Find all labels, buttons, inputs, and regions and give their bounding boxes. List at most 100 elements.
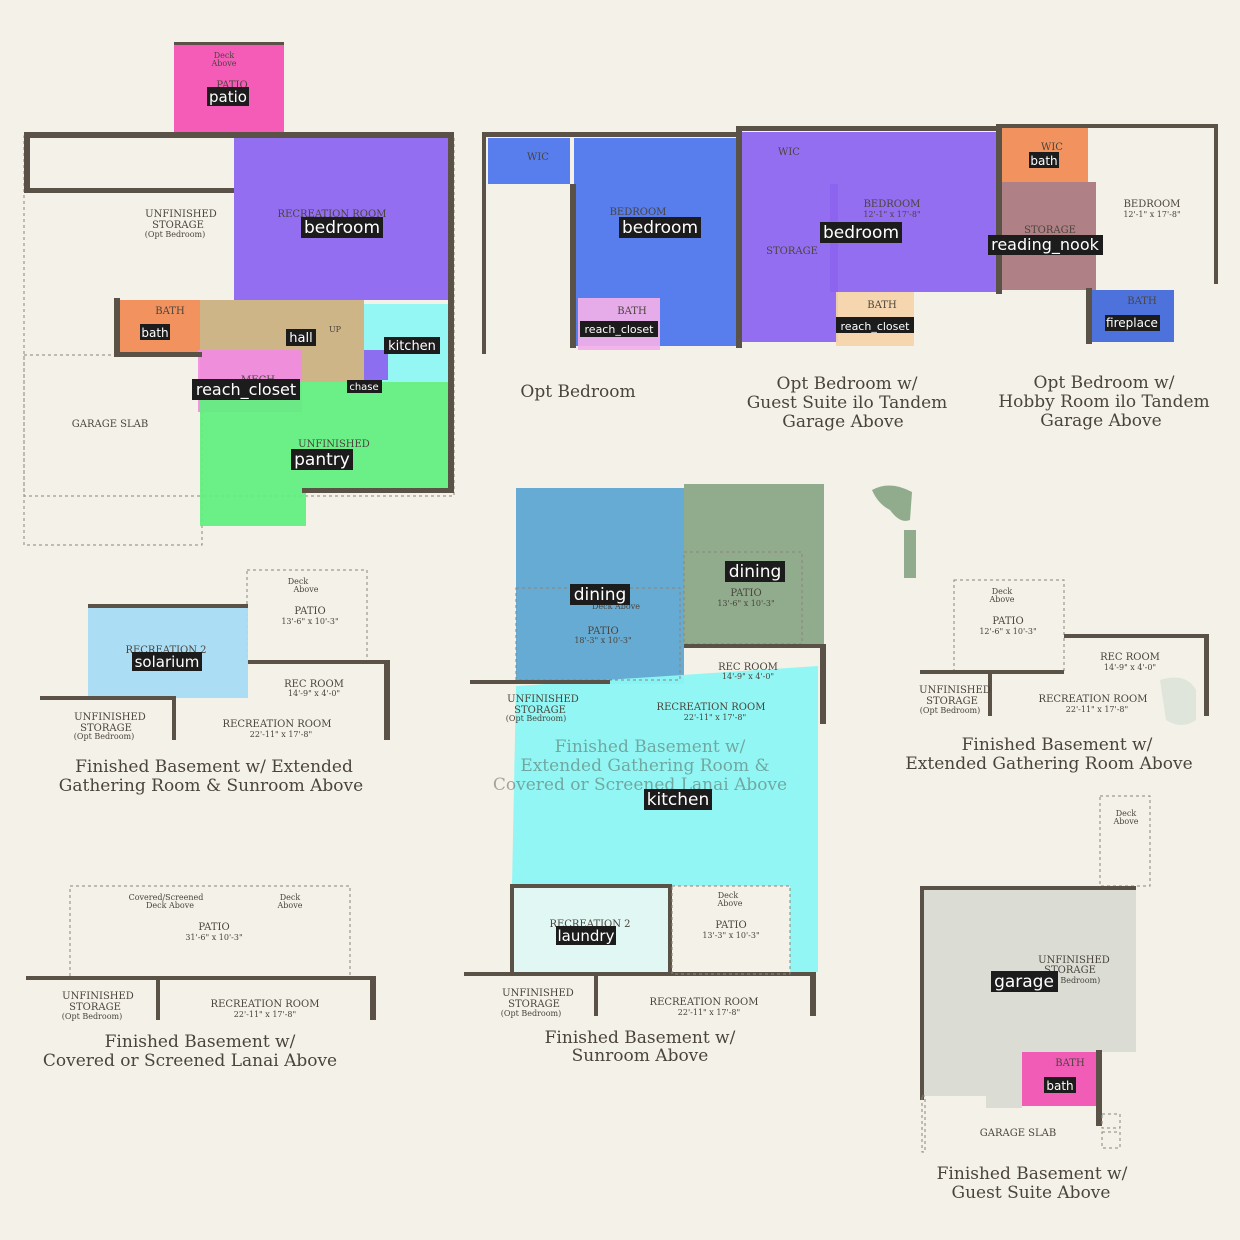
hobby-room-bath-label: BATH [1127,296,1157,307]
svg-text:bath: bath [1030,154,1057,168]
tag-bath: bath [140,324,170,340]
extended-gathering-plan: Deck Above PATIO 12'-6" x 10'-3" REC ROO… [905,579,1209,774]
extended-gathering-fragment [1160,677,1196,725]
unfinished-storage-label-2: STORAGE [152,220,204,231]
covered-lanai-deck-label-2: Above [277,901,303,910]
sunroom-plan: RECREATION 2 Deck Above PATIO 13'-3" x 1… [464,884,816,1066]
guest-suite-storage-room [742,184,838,342]
hobby-room-caption-3: Garage Above [1040,411,1161,431]
extended-sunroom-wall-top [88,604,248,608]
svg-text:reach_closet: reach_closet [196,380,296,400]
main-wall-bath-bottom [114,352,202,357]
extended-gathering-wall-divider [988,670,992,716]
covered-lanai-recreation-room-size: 22'-11" x 17'-8" [234,1010,296,1019]
svg-text:dining: dining [729,562,782,582]
svg-text:bath: bath [141,326,168,340]
unfinished-label: UNFINISHED [298,439,370,450]
hobby-room-wic-label: WIC [1041,142,1063,153]
extended-gathering-caption-1: Finished Basement w/ [962,735,1153,755]
covered-lanai-covered-label-2: Deck Above [146,901,194,910]
extended-sunroom-unfinished-label: UNFINISHED [74,712,146,723]
svg-text:bath: bath [1046,1079,1073,1093]
tag-extended-lanai-kitchen: kitchen [644,789,712,810]
svg-text:garage: garage [994,972,1054,992]
extended-gathering-deck-label-2: Above [989,595,1015,604]
sunroom-patio-outline [671,885,791,975]
guest-suite-basement-storage-label: STORAGE [1044,965,1096,976]
extended-sunroom-opt-bedroom-label: (Opt Bedroom) [74,732,134,741]
sunroom-caption-1: Finished Basement w/ [545,1028,736,1048]
svg-text:laundry: laundry [558,927,615,945]
hobby-room-bedroom-size: 12'-1" x 17'-8" [1123,210,1180,219]
extended-lanai-wall-mid [684,644,824,648]
covered-lanai-opt-bedroom-label: (Opt Bedroom) [62,1012,122,1021]
up-label: UP [329,325,342,334]
tag-guest-suite-reach-closet: reach_closet [836,317,914,333]
deck-above-label-2: Above [211,59,237,68]
opt-bedroom-caption: Opt Bedroom [520,382,635,402]
main-plan: Deck Above PATIO UNFINISHED STORAGE (Opt… [23,42,455,546]
guest-suite-bath-label: BATH [867,300,897,311]
tag-pantry: pantry [291,449,353,470]
extended-sunroom-wall-right [384,660,390,740]
extended-sunroom-recreation-room-label: RECREATION ROOM [223,719,332,730]
extended-gathering-patio-size: 12'-6" x 10'-3" [979,627,1036,636]
tag-extended-sunroom-solarium: solarium [132,652,202,671]
sunroom-wall-bottom [464,972,816,976]
extended-lanai-patio-a-label: PATIO [587,626,618,637]
svg-text:pantry: pantry [294,450,350,470]
guest-suite-plan: WIC BEDROOM 12'-1" x 17'-8" STORAGE BATH… [736,126,998,432]
extended-lanai-caption-3: Covered or Screened Lanai Above [493,775,787,795]
svg-text:dining: dining [574,585,627,605]
guest-suite-bedroom-room [830,132,996,292]
svg-text:kitchen: kitchen [388,339,436,354]
main-wall-right [448,132,454,492]
extended-lanai-opt-bedroom-label: (Opt Bedroom) [506,714,566,723]
extended-lanai-kitchen-room [512,666,818,972]
extended-lanai-rec-room-label: REC ROOM [718,662,778,673]
extended-sunroom-recreation-room-size: 22'-11" x 17'-8" [250,730,312,739]
tag-reach-closet: reach_closet [192,379,300,400]
guest-suite-basement-garage-slab-label: GARAGE SLAB [980,1128,1057,1139]
guest-suite-caption-2: Guest Suite ilo Tandem [747,393,948,413]
svg-text:chase: chase [349,382,378,393]
tag-guest-suite-bedroom: bedroom [820,222,902,243]
svg-text:patio: patio [209,88,247,106]
extended-gathering-deck-label: Deck [992,587,1013,596]
chase-room [364,350,388,380]
sunroom-wall-top [510,884,670,888]
hobby-room-bedroom-label: BEDROOM [1124,199,1181,210]
sunroom-patio-label: PATIO [715,920,746,931]
covered-lanai-plan: Covered/Screened Deck Above Deck Above P… [26,885,376,1071]
sunroom-wall-left [510,884,514,976]
covered-lanai-recreation-room-label: RECREATION ROOM [211,999,320,1010]
covered-lanai-caption-2: Covered or Screened Lanai Above [43,1051,337,1071]
guest-suite-caption-1: Opt Bedroom w/ [777,374,918,394]
guest-suite-wic-label: WIC [778,147,800,158]
extended-gathering-patio-outline [953,579,1065,673]
extended-sunroom-rec-room-label: REC ROOM [284,679,344,690]
guest-suite-wall-top [738,126,998,131]
hobby-room-wall-right [1214,124,1218,284]
bath-label: BATH [155,306,185,317]
extended-lanai-wall-left [470,680,610,684]
tag-kitchen: kitchen [384,337,440,354]
guest-suite-basement-wall-left [920,886,924,1100]
opt-bedroom-wall-left [482,132,486,354]
guest-suite-storage-label: STORAGE [766,246,818,257]
extended-sunroom-patio-label: PATIO [294,606,325,617]
extended-sunroom-caption-1: Finished Basement w/ Extended [75,757,353,777]
hobby-room-wall-bath [1086,288,1092,344]
main-wall-inner [24,188,234,193]
sunroom-recreation2-label: RECREATION 2 [549,919,630,930]
extended-lanai-dining-b-fragment [872,485,912,521]
extended-sunroom-rec-room-size: 14'-9" x 4'-0" [288,689,340,698]
covered-lanai-patio-size: 31'-6" x 10'-3" [185,933,242,942]
guest-suite-basement-box-2 [1101,1131,1121,1149]
covered-lanai-covered-label: Covered/Screened [129,893,204,902]
extended-lanai-unfinished-label: UNFINISHED [507,694,579,705]
extended-lanai-plan: Screened Deck Above PATIO 18'-3" x 10'-3… [470,484,916,972]
guest-suite-basement-deck-label: Deck [1116,809,1137,818]
extended-gathering-wall-top [1064,634,1208,638]
covered-lanai-caption-1: Finished Basement w/ [105,1032,296,1052]
